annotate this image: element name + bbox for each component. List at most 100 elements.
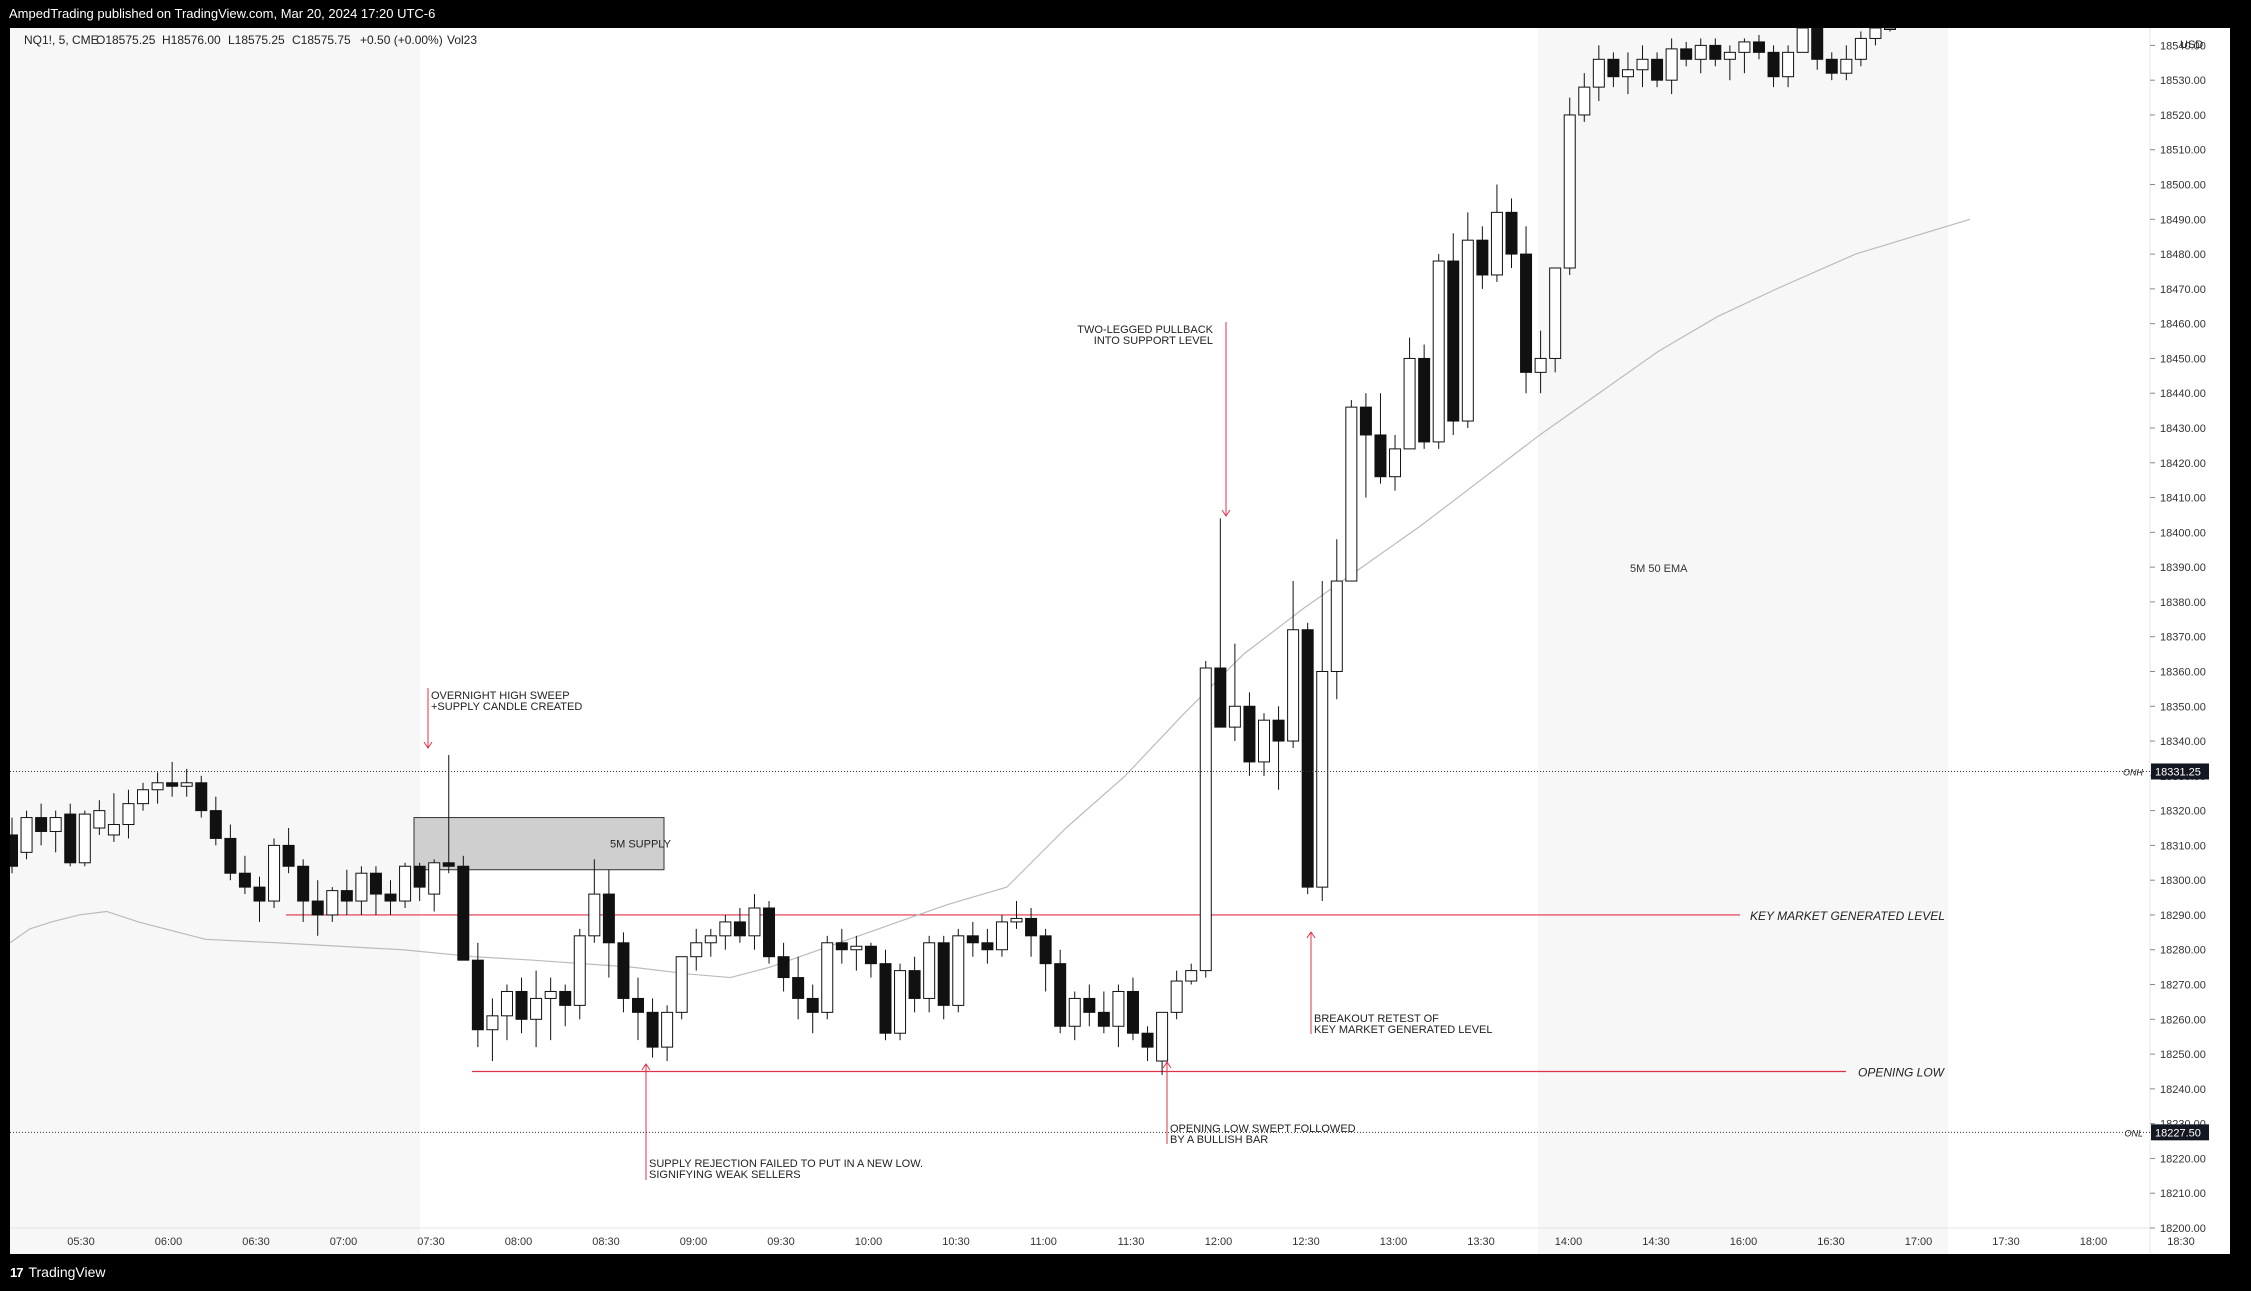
- candle-body: [326, 890, 339, 916]
- x-axis-tick-label: 16:00: [1730, 1236, 1758, 1248]
- x-axis-tick-label: 07:30: [417, 1236, 445, 1248]
- candle-body: [1723, 51, 1736, 60]
- candle-body: [690, 942, 703, 958]
- x-axis-tick-label: 12:30: [1292, 1236, 1320, 1248]
- candle-body: [617, 942, 630, 999]
- candle-body: [107, 824, 120, 836]
- candle-body: [777, 956, 790, 979]
- candle-body: [923, 942, 936, 999]
- candle-body: [1025, 917, 1038, 937]
- candle-body: [937, 942, 950, 1006]
- y-axis-tick-label: 18240.00: [2160, 1084, 2206, 1096]
- annotation-arrowhead: [1306, 931, 1316, 939]
- legend-symbol: NQ1!, 5, CME: [24, 33, 99, 47]
- y-axis-tick-label: 18300.00: [2160, 875, 2206, 887]
- y-axis-tick-label: 18380.00: [2160, 597, 2206, 609]
- price-label-box: [2151, 763, 2209, 780]
- candle-body: [195, 782, 208, 812]
- x-axis-tick-label: 17:00: [1905, 1236, 1933, 1248]
- annotation-text: SIGNIFYING WEAK SELLERS: [649, 1169, 801, 1181]
- annotation-text: +SUPPLY CANDLE CREATED: [431, 701, 582, 713]
- overnight-onl-tag: ONL: [2124, 1128, 2143, 1138]
- candle-body: [180, 782, 193, 787]
- candle-body: [35, 817, 48, 832]
- x-axis-tick-label: 11:30: [1118, 1236, 1145, 1248]
- candle-body: [748, 907, 761, 937]
- overnight-onh-tag: ONH: [2123, 767, 2144, 777]
- candle-body: [1010, 917, 1023, 923]
- candle-body: [122, 803, 135, 826]
- candle-body: [719, 921, 732, 937]
- candle-body: [428, 862, 441, 895]
- candle-body: [1185, 970, 1198, 982]
- candle-body: [1068, 997, 1081, 1027]
- candle-body: [137, 789, 150, 805]
- y-axis-tick-label: 18410.00: [2160, 493, 2206, 505]
- y-axis-tick-label: 18480.00: [2160, 249, 2206, 261]
- candle-body: [6, 834, 18, 867]
- candle-body: [602, 893, 615, 944]
- candle-body: [1141, 1032, 1154, 1048]
- x-axis-tick-label: 06:30: [242, 1236, 270, 1248]
- candle-body: [1534, 357, 1547, 373]
- supply-zone-label: 5M SUPPLY: [610, 839, 672, 851]
- y-axis-tick-label: 18450.00: [2160, 353, 2206, 365]
- candle-body: [1389, 448, 1402, 478]
- tradingview-logo[interactable]: 17 TradingView: [10, 1264, 106, 1280]
- legend-high: H18576.00: [162, 33, 221, 47]
- candle-body: [1505, 211, 1518, 255]
- candle-body: [1083, 997, 1096, 1013]
- annotation-text: SUPPLY REJECTION FAILED TO PUT IN A NEW …: [649, 1158, 923, 1170]
- candle-body: [1199, 667, 1212, 972]
- candle-body: [166, 782, 179, 787]
- candle-body: [1884, 27, 1896, 30]
- x-axis-tick-label: 10:30: [942, 1236, 970, 1248]
- x-axis-tick-label: 06:00: [155, 1236, 183, 1248]
- y-axis-tick-label: 18400.00: [2160, 527, 2206, 539]
- annotation-text: OVERNIGHT HIGH SWEEP: [431, 690, 570, 702]
- candle-body: [806, 997, 819, 1013]
- candle-body: [1097, 1011, 1110, 1027]
- y-axis-tick-label: 18260.00: [2160, 1014, 2206, 1026]
- x-axis-tick-label: 18:00: [2080, 1236, 2108, 1248]
- x-axis-tick-label: 08:00: [505, 1236, 533, 1248]
- candle-body: [1316, 670, 1329, 888]
- y-axis-tick-label: 18500.00: [2160, 180, 2206, 192]
- session-shade-post: [1538, 28, 1948, 1254]
- candle-body: [340, 890, 353, 902]
- legend-change: +0.50 (+0.00%): [360, 33, 443, 47]
- annotation-arrowhead: [641, 1063, 651, 1071]
- candle-body: [369, 872, 382, 895]
- candle-body: [879, 963, 892, 1034]
- price-chart[interactable]: 5M SUPPLY KEY MARKET GENERATED LEVEL OPEN…: [6, 24, 2230, 1254]
- candle-body: [1782, 51, 1795, 78]
- candle-body: [64, 813, 77, 864]
- ema-label: 5M 50 EMA: [1630, 563, 1688, 575]
- candle-body: [821, 942, 834, 1013]
- candle-body: [1607, 58, 1620, 78]
- candle-body: [864, 945, 877, 965]
- y-axis-tick-label: 18360.00: [2160, 666, 2206, 678]
- candle-body: [282, 844, 295, 867]
- candle-body: [1680, 48, 1693, 60]
- annotation-arrowhead: [1221, 509, 1231, 517]
- candle-body: [894, 970, 907, 1034]
- candle-body: [1665, 48, 1678, 81]
- supply-zone: [413, 817, 665, 871]
- candle-body: [1520, 253, 1533, 373]
- price-label-box: [2151, 1124, 2209, 1141]
- candle-body: [1825, 58, 1838, 74]
- candle-body: [209, 810, 222, 839]
- y-axis-tick-label: 18370.00: [2160, 632, 2206, 644]
- candle-body: [253, 886, 266, 902]
- price-label-value: 18227.50: [2155, 1127, 2201, 1139]
- annotation-text: BY A BULLISH BAR: [1170, 1134, 1268, 1146]
- x-axis-tick-label: 18:30: [2167, 1236, 2195, 1248]
- candle-body: [952, 935, 965, 1006]
- x-axis-tick-label: 05:30: [67, 1236, 95, 1248]
- candle-body: [588, 893, 601, 937]
- candle-body: [399, 865, 412, 902]
- y-axis-tick-label: 18520.00: [2160, 110, 2206, 122]
- price-label-value: 18331.25: [2155, 766, 2201, 778]
- x-axis-tick-label: 14:30: [1642, 1236, 1670, 1248]
